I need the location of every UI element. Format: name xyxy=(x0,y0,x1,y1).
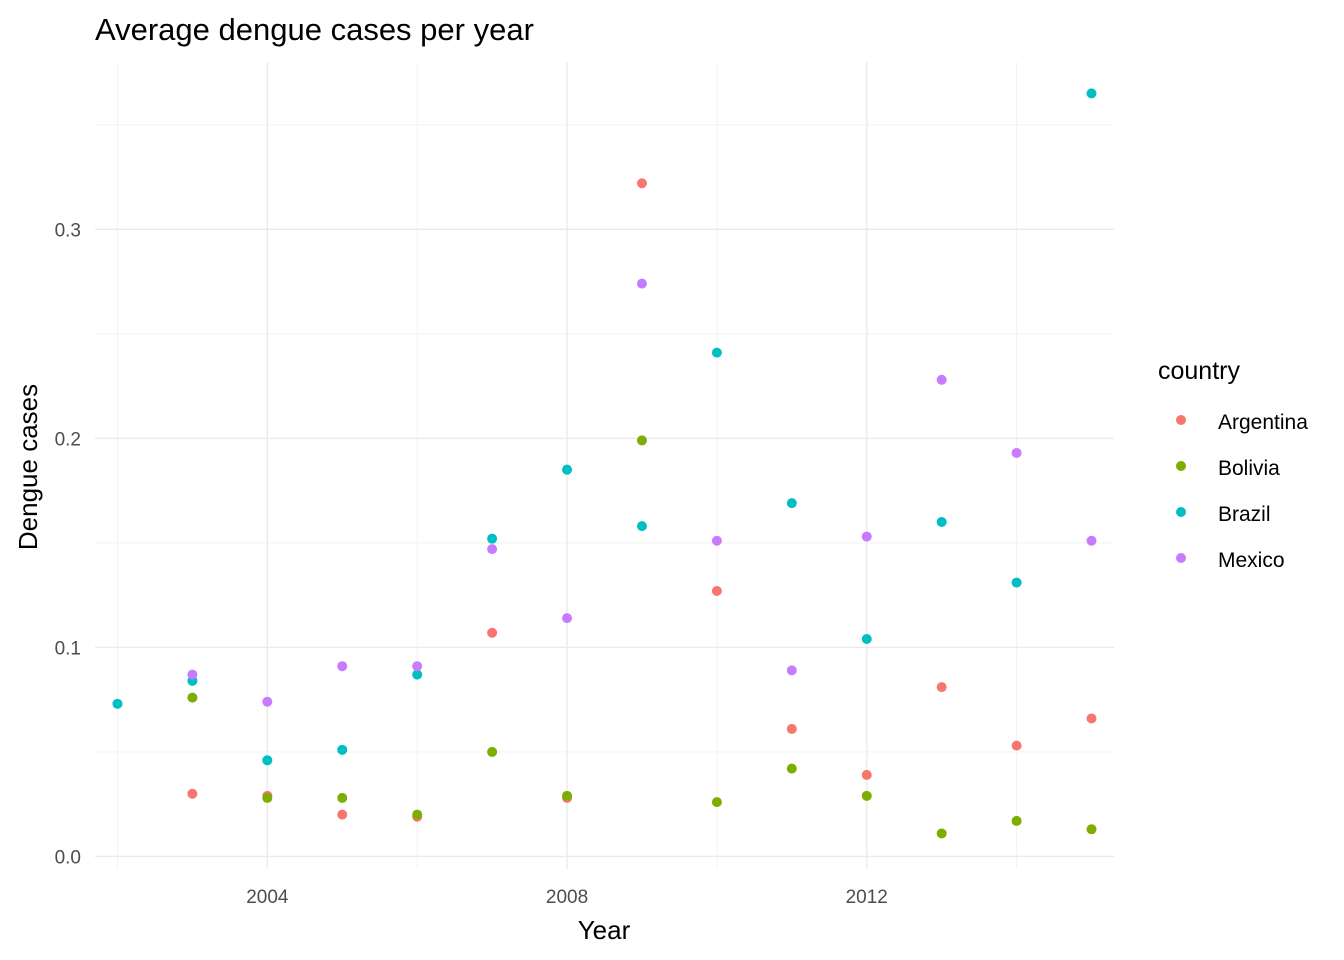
data-point xyxy=(861,769,872,780)
x-tick-label: 2004 xyxy=(246,887,289,908)
data-point xyxy=(562,790,573,801)
data-point xyxy=(562,464,573,475)
data-point xyxy=(786,498,797,509)
data-point xyxy=(487,627,498,638)
y-tick-label: 0.3 xyxy=(55,220,81,241)
data-point xyxy=(487,746,498,757)
legend-key-mexico xyxy=(1176,553,1186,563)
data-point xyxy=(861,531,872,542)
y-tick-label: 0.1 xyxy=(55,638,81,659)
data-point xyxy=(786,723,797,734)
data-point xyxy=(1086,88,1097,99)
x-tick-label: 2012 xyxy=(846,887,888,908)
x-axis-title: Year xyxy=(578,915,631,945)
data-point xyxy=(187,788,198,799)
y-axis-ticks: 0.0 0.1 0.2 0.3 xyxy=(55,220,81,868)
data-point xyxy=(187,669,198,680)
legend-label-brazil: Brazil xyxy=(1218,503,1271,526)
data-point xyxy=(1011,577,1022,588)
data-point xyxy=(337,661,348,672)
data-point xyxy=(1011,447,1022,458)
data-point xyxy=(262,696,273,707)
data-point xyxy=(487,533,498,544)
x-axis-ticks: 2004 2008 2012 xyxy=(246,887,888,908)
x-tick-label: 2008 xyxy=(546,887,588,908)
data-point xyxy=(187,692,198,703)
data-point xyxy=(861,634,872,645)
data-point xyxy=(936,682,947,693)
data-point xyxy=(711,797,722,808)
data-point xyxy=(711,535,722,546)
data-point xyxy=(487,544,498,555)
legend: country Argentina Bolivia Brazil Mexico xyxy=(1158,357,1308,572)
data-point xyxy=(636,435,647,446)
data-point xyxy=(262,792,273,803)
legend-label-bolivia: Bolivia xyxy=(1218,457,1280,480)
data-point xyxy=(337,809,348,820)
legend-key-bolivia xyxy=(1176,461,1186,471)
y-tick-label: 0.2 xyxy=(55,429,81,450)
data-point xyxy=(711,585,722,596)
data-point xyxy=(786,665,797,676)
data-point xyxy=(262,755,273,766)
data-point xyxy=(337,744,348,755)
series-argentina xyxy=(187,178,1097,822)
series-bolivia xyxy=(187,435,1097,839)
data-point xyxy=(1086,824,1097,835)
data-point xyxy=(636,178,647,189)
series-brazil xyxy=(112,88,1097,766)
data-point xyxy=(636,278,647,289)
data-point xyxy=(1011,740,1022,751)
data-point xyxy=(412,669,423,680)
y-tick-label: 0.0 xyxy=(55,847,81,868)
data-point xyxy=(936,374,947,385)
legend-label-mexico: Mexico xyxy=(1218,549,1285,572)
data-point xyxy=(936,828,947,839)
legend-title: country xyxy=(1158,357,1240,385)
y-axis-title: Dengue cases xyxy=(13,384,43,550)
data-point xyxy=(1086,713,1097,724)
series-mexico xyxy=(187,278,1097,707)
data-point xyxy=(337,792,348,803)
legend-label-argentina: Argentina xyxy=(1218,411,1308,434)
chart-title: Average dengue cases per year xyxy=(95,12,534,47)
data-point xyxy=(1011,815,1022,826)
data-point xyxy=(562,613,573,624)
data-point xyxy=(1086,535,1097,546)
data-points xyxy=(112,88,1097,839)
data-point xyxy=(412,661,423,672)
data-point xyxy=(636,521,647,532)
data-point xyxy=(112,698,123,709)
grid xyxy=(95,62,1114,869)
data-point xyxy=(412,809,423,820)
data-point xyxy=(861,790,872,801)
data-point xyxy=(711,347,722,358)
data-point xyxy=(936,516,947,527)
legend-key-argentina xyxy=(1176,415,1186,425)
data-point xyxy=(786,763,797,774)
legend-key-brazil xyxy=(1176,507,1186,517)
